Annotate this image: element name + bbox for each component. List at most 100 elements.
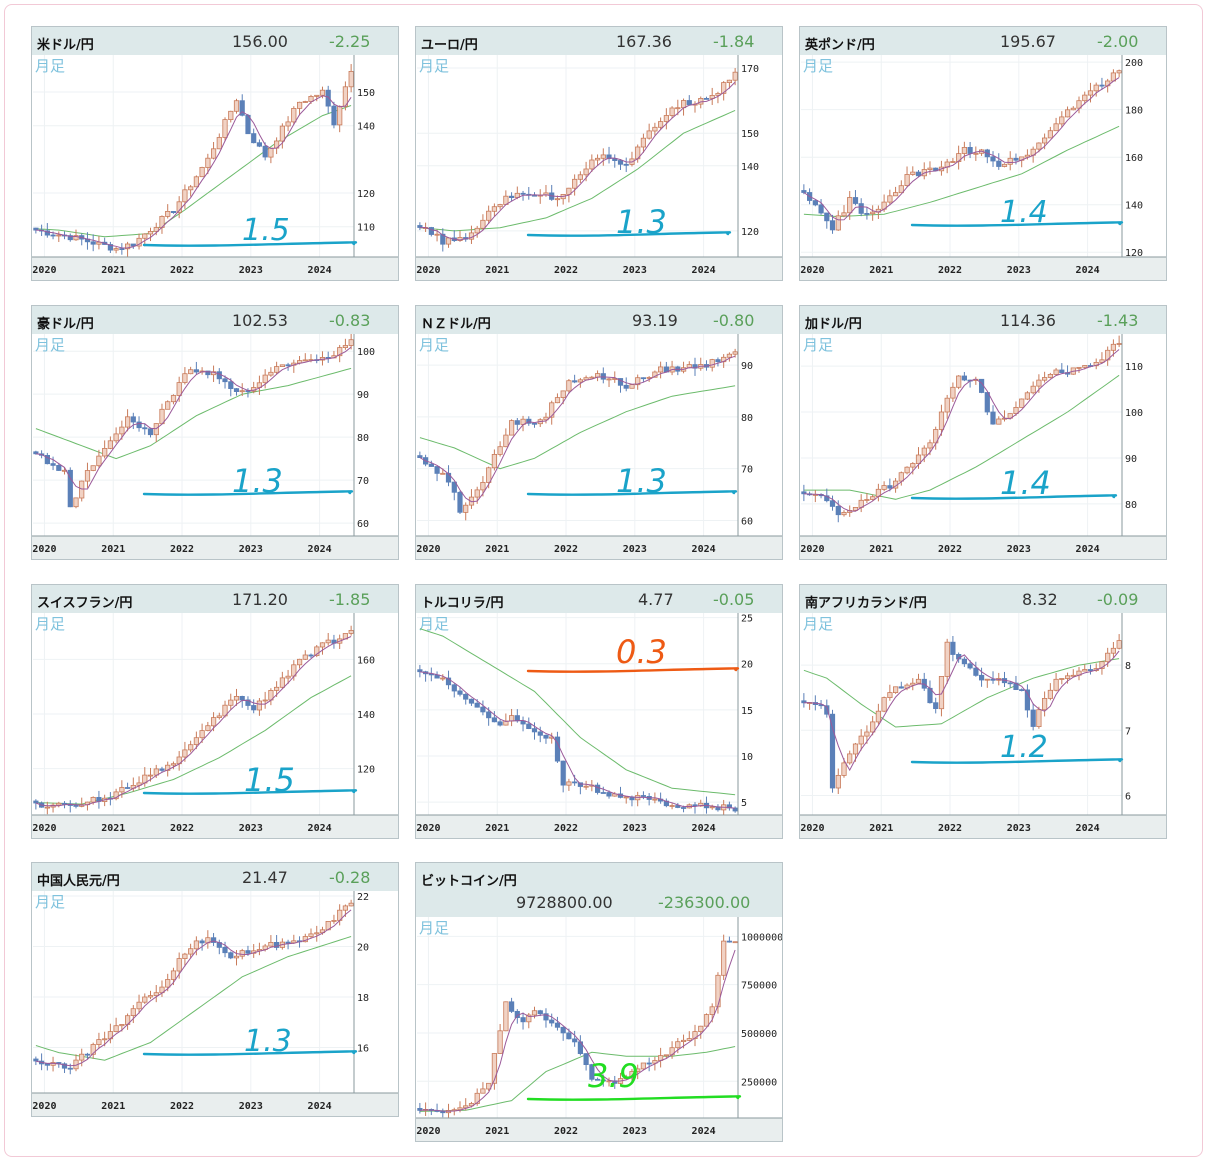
- candle-body: [858, 203, 864, 214]
- candle-body: [594, 157, 601, 161]
- candle-body: [566, 781, 572, 786]
- candle-body: [910, 682, 916, 686]
- chart-card[interactable]: 英ポンド/円 195.67 -2.00 月足 200 180 160 140 120 202…: [799, 26, 1167, 281]
- x-tick-label: 2020: [800, 265, 824, 276]
- candle-body: [623, 1076, 629, 1079]
- candle-body: [698, 98, 704, 105]
- candle-body: [675, 805, 681, 808]
- candle-body: [554, 1022, 561, 1028]
- card-header: 豪ドル/円 102.53 -0.83: [32, 306, 398, 334]
- candle-body: [417, 1107, 423, 1111]
- chart-card[interactable]: スイスフラン/円 171.20 -1.85 月足 160 140 120 2020 202…: [31, 584, 399, 839]
- candle-body: [1041, 698, 1048, 711]
- x-tick-label: 2023: [623, 265, 647, 276]
- candle-body: [606, 154, 612, 160]
- chart-card[interactable]: 加ドル/円 114.36 -1.43 月足 110 100 90 80 2020 2021 2…: [799, 305, 1167, 560]
- candle-body: [531, 1010, 538, 1016]
- period-label: 月足: [419, 336, 449, 354]
- y-tick-label: 140: [357, 122, 375, 133]
- card-header: トルコリラ/円 4.77 -0.05: [416, 585, 782, 613]
- candle-body: [1036, 379, 1042, 387]
- pair-name: スイスフラン/円: [37, 596, 133, 611]
- candle-body: [950, 161, 956, 163]
- candle-body: [503, 434, 509, 448]
- current-price: 114.36: [1000, 311, 1056, 330]
- chart-card[interactable]: 米ドル/円 156.00 -2.25 月足 150 140 120 110 2020 202…: [31, 26, 399, 281]
- candle-body: [566, 187, 572, 195]
- y-tick-label: 100: [357, 347, 375, 358]
- candle-body: [474, 227, 480, 234]
- candle-body: [1116, 640, 1122, 649]
- candle-body: [90, 241, 96, 245]
- x-tick-label: 2020: [416, 265, 440, 276]
- price-change: -0.83: [329, 311, 371, 330]
- candle-body: [956, 375, 962, 388]
- candle-body: [824, 212, 830, 222]
- candle-body: [170, 210, 177, 213]
- candle-body: [176, 958, 182, 972]
- candle-body: [583, 785, 589, 788]
- chart-card[interactable]: ＮＺドル/円 93.19 -0.80 月足 90 80 70 60 2020 2021 202…: [415, 305, 783, 560]
- candle-body: [898, 686, 904, 689]
- candle-body: [337, 347, 343, 357]
- x-tick-label: 2021: [101, 544, 125, 555]
- chart-card[interactable]: 南アフリカランド/円 8.32 -0.09 月足 8 7 6 2020 2021 2022 2…: [799, 584, 1167, 839]
- candle-body: [445, 677, 452, 686]
- candle-body: [927, 442, 933, 449]
- candle-body: [841, 762, 847, 776]
- x-tick-label: 2023: [239, 544, 263, 555]
- annotation-line: [142, 241, 358, 247]
- candle-body: [1041, 377, 1048, 381]
- candle-body: [199, 940, 205, 944]
- short-moving-average-line: [35, 346, 352, 490]
- candle-body: [67, 1067, 73, 1070]
- current-price: 171.20: [232, 590, 288, 609]
- current-price: 102.53: [232, 311, 288, 330]
- price-change: -1.85: [329, 590, 371, 609]
- candle-body: [841, 511, 847, 516]
- x-tick-label: 2020: [800, 823, 824, 834]
- candle-body: [961, 658, 967, 665]
- chart-card[interactable]: 中国人民元/円 21.47 -0.28 月足 22 20 18 16 2020 2021 20…: [31, 862, 399, 1117]
- candle-body: [44, 806, 50, 809]
- period-label: 月足: [803, 336, 833, 354]
- candle-body: [182, 749, 188, 758]
- price-chart: 月足 22 20 18 16 2020 2021 2022 2023 2024 1.3: [32, 891, 398, 1116]
- candle-body: [950, 386, 956, 399]
- chart-card[interactable]: ビットコイン/円 9728800.00 -236300.00 月足 1000000…: [415, 862, 783, 1142]
- pair-name: トルコリラ/円: [421, 596, 504, 611]
- annotation-label: 1.5: [242, 213, 290, 248]
- candle-body: [566, 380, 572, 392]
- price-change: -236300.00: [658, 893, 751, 912]
- candle-body: [732, 807, 738, 812]
- short-moving-average-line: [35, 909, 352, 1067]
- candle-body: [577, 379, 583, 383]
- candle-body: [239, 100, 245, 116]
- candle-body: [56, 234, 62, 237]
- chart-card[interactable]: 豪ドル/円 102.53 -0.83 月足 100 90 80 70 60 2020 2021…: [31, 305, 399, 560]
- candle-body: [342, 905, 349, 911]
- candle-body: [308, 96, 314, 102]
- chart-background: [800, 55, 1166, 280]
- candle-body: [1087, 90, 1094, 96]
- candle-body: [1030, 385, 1036, 394]
- candle-body: [910, 463, 916, 468]
- moving-average-line: [803, 125, 1120, 218]
- candle-body: [170, 970, 177, 980]
- short-moving-average-line: [803, 650, 1120, 772]
- candle-body: [835, 774, 841, 789]
- annotation-line: [142, 789, 358, 795]
- candle-body: [680, 1039, 687, 1043]
- candle-body: [617, 160, 624, 165]
- candle-body: [285, 364, 291, 367]
- candle-body: [640, 137, 646, 148]
- candle-body: [1024, 154, 1030, 158]
- chart-card[interactable]: トルコリラ/円 4.77 -0.05 月足 25 20 15 10 5 2020 2021 20…: [415, 584, 783, 839]
- candle-body: [56, 802, 62, 806]
- candle-body: [125, 787, 131, 789]
- chart-card[interactable]: ユーロ/円 167.36 -1.84 月足 170 150 140 120 2020 202…: [415, 26, 783, 281]
- candle-body: [67, 469, 73, 508]
- candle-body: [1047, 689, 1053, 699]
- y-axis-area: [354, 55, 398, 280]
- candle-body: [537, 1010, 543, 1015]
